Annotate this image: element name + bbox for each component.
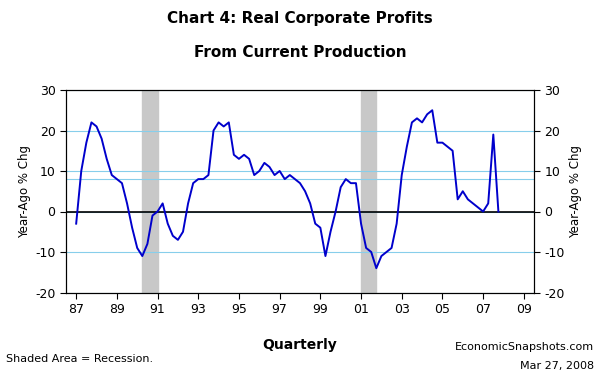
Bar <box>361 90 376 292</box>
Y-axis label: Year-Ago % Chg: Year-Ago % Chg <box>18 145 31 238</box>
Text: Mar 27, 2008: Mar 27, 2008 <box>520 361 594 371</box>
Bar <box>142 90 158 292</box>
Y-axis label: Year-Ago % Chg: Year-Ago % Chg <box>569 145 582 238</box>
Text: Chart 4: Real Corporate Profits: Chart 4: Real Corporate Profits <box>167 11 433 26</box>
Text: EconomicSnapshots.com: EconomicSnapshots.com <box>455 342 594 352</box>
Text: Quarterly: Quarterly <box>263 338 337 352</box>
Text: Shaded Area = Recession.: Shaded Area = Recession. <box>6 354 153 364</box>
Text: From Current Production: From Current Production <box>194 45 406 60</box>
